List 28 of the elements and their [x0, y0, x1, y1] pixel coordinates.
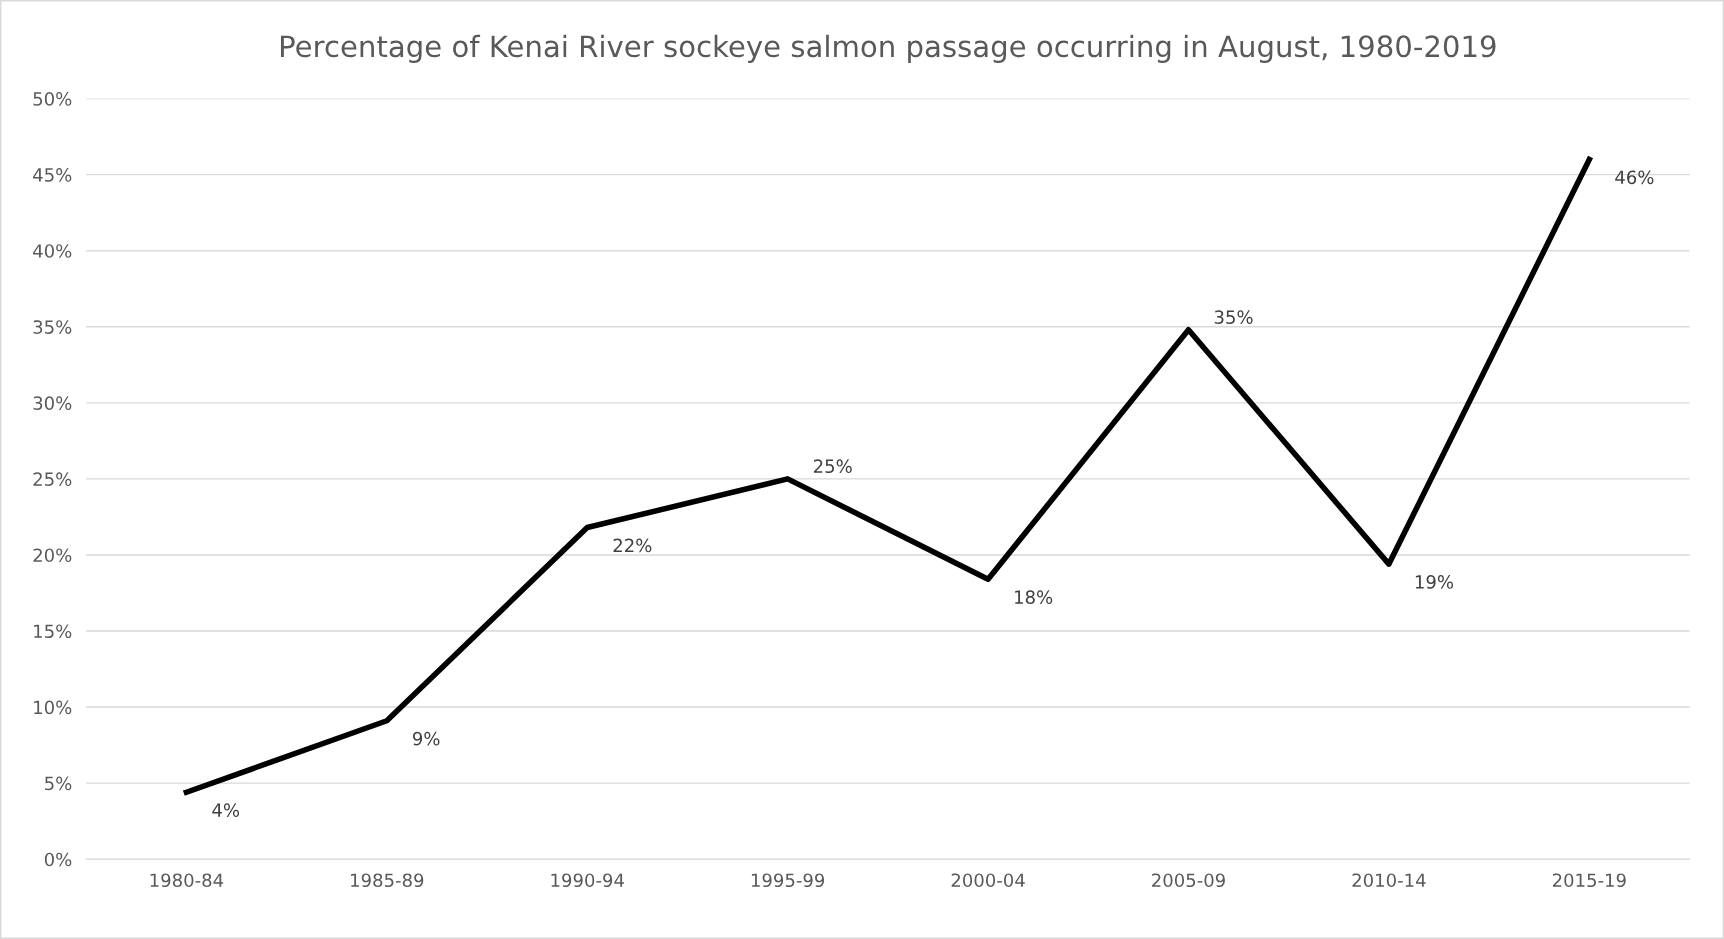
x-tick-label: 1995-99	[751, 873, 825, 888]
data-label: 9%	[412, 731, 440, 746]
y-tick-label: 30%	[33, 396, 72, 410]
x-tick-label: 2000-04	[951, 873, 1025, 888]
y-tick-label: 35%	[33, 320, 72, 334]
data-label: 19%	[1415, 575, 1454, 589]
x-tick-label: 1980-84	[150, 873, 224, 888]
x-tick-label: 2015-19	[1552, 873, 1626, 888]
x-tick-label: 2005-09	[1152, 873, 1225, 888]
data-label: 35%	[1214, 310, 1253, 324]
y-tick-label: 25%	[33, 472, 72, 487]
data-label: 46%	[1615, 170, 1654, 185]
data-label: 18%	[1015, 590, 1053, 604]
y-tick-label: 50%	[33, 92, 72, 106]
y-tick-label: 45%	[33, 168, 72, 182]
data-label: 25%	[813, 459, 852, 474]
x-tick-label: 2010-14	[1352, 873, 1426, 888]
y-tick-label: 20%	[33, 548, 72, 563]
y-tick-label: 40%	[33, 244, 72, 258]
data-label: 22%	[613, 538, 652, 553]
y-tick-label: 0%	[44, 852, 72, 867]
x-tick-label: 1990-94	[551, 873, 624, 888]
data-label: 4%	[212, 803, 240, 817]
y-tick-label: 10%	[34, 700, 72, 715]
y-tick-label: 15%	[34, 624, 72, 639]
chart-title: Percentage of Kenai River sockeye salmon passage occurring in August, 1980-2019	[280, 34, 1496, 63]
x-tick-label: 1985-89	[351, 873, 424, 888]
y-tick-label: 5%	[45, 776, 72, 791]
